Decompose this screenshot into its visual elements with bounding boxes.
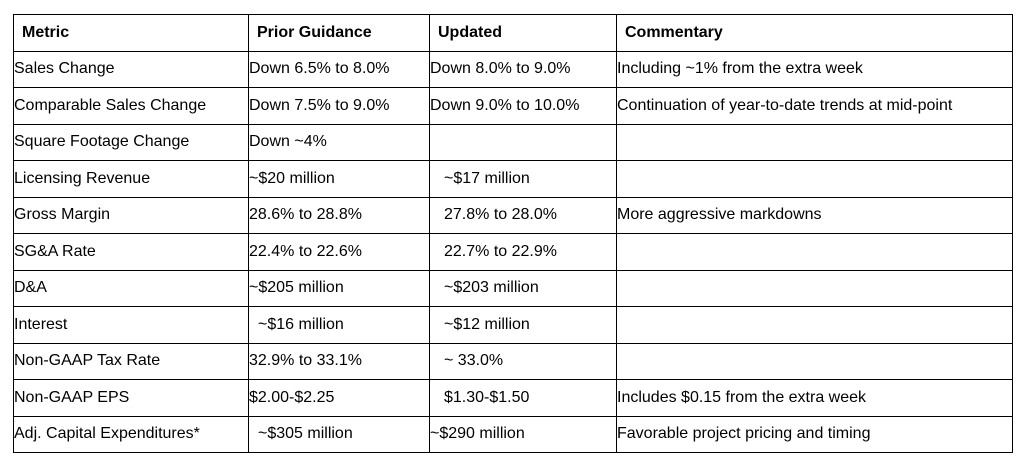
header-prior-guidance: Prior Guidance (248, 14, 430, 52)
commentary-cell (616, 342, 1013, 380)
table-body: Sales Change Down 6.5% to 8.0% Down 8.0%… (13, 50, 1013, 453)
commentary-cell: Includes $0.15 from the extra week (616, 379, 1013, 417)
table-row: Licensing Revenue ~$20 million ~$17 mill… (13, 160, 1013, 198)
updated-cell: Down 8.0% to 9.0% (429, 50, 617, 88)
commentary-cell (616, 233, 1013, 271)
commentary-cell (616, 160, 1013, 198)
commentary-cell: More aggressive markdowns (616, 196, 1013, 234)
metric-cell: Gross Margin (13, 196, 249, 234)
metric-cell: D&A (13, 269, 249, 307)
prior-cell: ~$205 million (248, 269, 430, 307)
prior-cell: 28.6% to 28.8% (248, 196, 430, 234)
prior-cell: Down ~4% (248, 123, 430, 161)
updated-cell: ~$203 million (429, 269, 617, 307)
metric-cell: SG&A Rate (13, 233, 249, 271)
header-row: Metric Prior Guidance Updated Commentary (13, 14, 1013, 52)
table-row: Gross Margin 28.6% to 28.8% 27.8% to 28.… (13, 196, 1013, 234)
guidance-table: Metric Prior Guidance Updated Commentary… (13, 14, 1013, 453)
updated-cell: ~$12 million (429, 306, 617, 344)
updated-cell: ~$17 million (429, 160, 617, 198)
metric-cell: Square Footage Change (13, 123, 249, 161)
table-row: Sales Change Down 6.5% to 8.0% Down 8.0%… (13, 50, 1013, 88)
metric-cell: Non-GAAP Tax Rate (13, 342, 249, 380)
metric-cell: Interest (13, 306, 249, 344)
updated-cell: 27.8% to 28.0% (429, 196, 617, 234)
updated-cell: 22.7% to 22.9% (429, 233, 617, 271)
metric-cell: Comparable Sales Change (13, 87, 249, 125)
table-header: Metric Prior Guidance Updated Commentary (13, 14, 1013, 52)
metric-cell: Licensing Revenue (13, 160, 249, 198)
updated-cell: $1.30-$1.50 (429, 379, 617, 417)
commentary-cell: Including ~1% from the extra week (616, 50, 1013, 88)
table-row: Adj. Capital Expenditures* ~$305 million… (13, 415, 1013, 453)
table-row: SG&A Rate 22.4% to 22.6% 22.7% to 22.9% (13, 233, 1013, 271)
prior-cell: ~$305 million (248, 415, 430, 453)
commentary-cell (616, 269, 1013, 307)
prior-cell: ~$16 million (248, 306, 430, 344)
updated-cell: ~$290 million (429, 415, 617, 453)
table-row: Non-GAAP Tax Rate 32.9% to 33.1% ~ 33.0% (13, 342, 1013, 380)
header-metric: Metric (13, 14, 249, 52)
updated-cell: ~ 33.0% (429, 342, 617, 380)
table-row: Square Footage Change Down ~4% (13, 123, 1013, 161)
metric-cell: Sales Change (13, 50, 249, 88)
header-updated: Updated (429, 14, 617, 52)
metric-cell: Non-GAAP EPS (13, 379, 249, 417)
table-row: Non-GAAP EPS $2.00-$2.25 $1.30-$1.50 Inc… (13, 379, 1013, 417)
table-row: Interest ~$16 million ~$12 million (13, 306, 1013, 344)
prior-cell: 32.9% to 33.1% (248, 342, 430, 380)
commentary-cell (616, 123, 1013, 161)
prior-cell: ~$20 million (248, 160, 430, 198)
commentary-cell (616, 306, 1013, 344)
prior-cell: Down 7.5% to 9.0% (248, 87, 430, 125)
commentary-cell: Continuation of year-to-date trends at m… (616, 87, 1013, 125)
metric-cell: Adj. Capital Expenditures* (13, 415, 249, 453)
prior-cell: 22.4% to 22.6% (248, 233, 430, 271)
commentary-cell: Favorable project pricing and timing (616, 415, 1013, 453)
updated-cell: Down 9.0% to 10.0% (429, 87, 617, 125)
prior-cell: $2.00-$2.25 (248, 379, 430, 417)
prior-cell: Down 6.5% to 8.0% (248, 50, 430, 88)
updated-cell (429, 123, 617, 161)
table-row: D&A ~$205 million ~$203 million (13, 269, 1013, 307)
table-row: Comparable Sales Change Down 7.5% to 9.0… (13, 87, 1013, 125)
header-commentary: Commentary (616, 14, 1013, 52)
